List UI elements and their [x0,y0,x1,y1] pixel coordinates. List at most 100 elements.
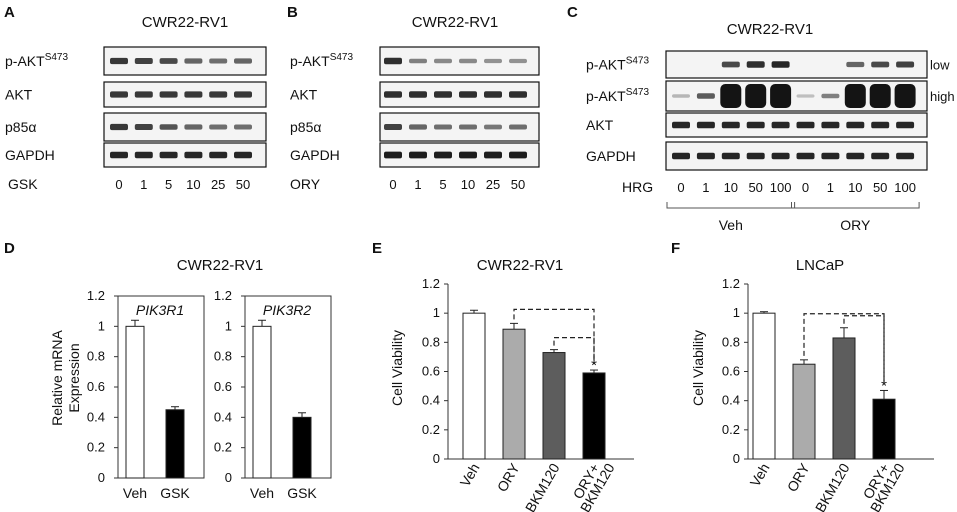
x-category-label: GSK [287,485,317,501]
y-tick-label: 0.2 [422,422,440,437]
y-axis-label: Cell Viability [389,330,405,406]
dose-label: 10 [461,177,475,192]
blot-row-label: AKT [586,117,614,133]
y-tick-label: 0.8 [87,349,105,364]
significance-star: * [881,377,887,394]
blot-band [720,84,742,108]
blot-row-label: p85α [290,119,321,135]
significance-star: * [591,357,597,374]
blot-exposure-label: high [930,89,955,104]
blot-band [134,124,153,130]
bar [252,325,272,479]
blot-row-label: p-AKTS473 [586,56,649,73]
y-tick-label: 0.8 [422,334,440,349]
blot-band [721,152,740,160]
blot-band [896,121,915,129]
cell-line-label: CWR22-RV1 [412,14,498,31]
blot-row-label: p85α [5,119,36,135]
blot-band [871,61,890,68]
treatment-label: ORY [290,176,321,192]
blot-band [209,58,228,64]
y-tick-label: 1 [433,305,440,320]
blot-band [384,124,402,130]
y-tick-label: 0 [433,451,440,466]
blot-band [770,84,792,108]
group-label: ORY [840,217,871,233]
blot-band [184,58,203,64]
blot-row-label-superscript: S473 [45,52,69,63]
y-tick-label: 1.2 [87,288,105,303]
blot-band [134,91,153,98]
dose-label: 10 [724,180,738,195]
dose-label: 5 [165,177,172,192]
bar [832,337,856,460]
blot-band [184,124,203,130]
panel-title: CWR22-RV1 [477,257,563,274]
blot-band [821,152,840,160]
blot-row-label: GAPDH [586,148,636,164]
group-bracket [666,202,796,209]
blot-band [509,151,527,159]
x-category-label: Veh [747,461,773,490]
panel-b: B CWR22-RV1 p-AKTS473 AKT p85α GAPDH ORY 0 1 5… [287,4,540,192]
blot-band [434,58,452,64]
blot-band [894,84,916,108]
blot-band [746,61,765,68]
blot-band [509,91,527,98]
blot-band [384,57,402,65]
blot-band [459,151,477,159]
blot-band [896,152,915,160]
blot-row-label: AKT [5,87,33,103]
blot-band [134,58,153,64]
blot-band [159,151,178,159]
bar [292,416,312,479]
blot-band [234,58,252,64]
dose-label: 50 [236,177,250,192]
blot-band [209,151,228,159]
bar [165,409,185,479]
blot-band [209,91,228,98]
blot-band [409,58,427,64]
y-tick-label: 1.2 [422,276,440,291]
panel-letter-a: A [4,4,15,21]
plot-gene-title: PIK3R1 [136,302,184,318]
blot-band [696,93,715,99]
blot-band [509,58,527,64]
blot-band [869,84,891,108]
blot-band [459,124,477,130]
panel-d: D CWR22-RV1 Relative mRNA Expression 0 0.… [4,240,332,501]
blot-band [771,61,790,68]
group-bracket [791,202,920,209]
x-category-label: ORY [494,460,523,495]
blot-band [409,151,427,159]
panel-title: CWR22-RV1 [177,257,263,274]
significance-bracket [513,308,595,365]
y-axis-label-line-2: Expression [66,343,82,412]
blot-row-label: AKT [290,87,318,103]
bar [872,398,896,460]
blot-band [484,124,502,130]
blot-row-label: GAPDH [5,147,55,163]
blot-band [184,151,203,159]
y-tick-label: 1.2 [214,288,232,303]
blot-row-label: GAPDH [290,147,340,163]
dose-label: 1 [702,180,709,195]
bar [542,352,566,460]
bar [502,328,526,460]
blot-band [434,151,452,159]
y-tick-label: 0.2 [87,440,105,455]
blot-band [234,151,252,159]
blot-band [672,152,690,160]
dose-label: 0 [802,180,809,195]
blot-band [721,121,740,129]
y-tick-label: 1.2 [722,276,740,291]
bar [125,325,145,479]
panel-c: C CWR22-RV1 p-AKTS473 low p-AKTS473 high AKT… [567,4,955,233]
bar [792,363,816,460]
significance-bracket [553,337,595,365]
bar-plot-pik3r2: 0 0.2 0.4 0.6 0.8 1 1.2 PIK3R2 Veh GSK [214,288,332,501]
blot-band [434,91,452,98]
y-tick-label: 0.2 [214,440,232,455]
y-tick-label: 0.4 [214,409,232,424]
dose-label: 25 [486,177,500,192]
